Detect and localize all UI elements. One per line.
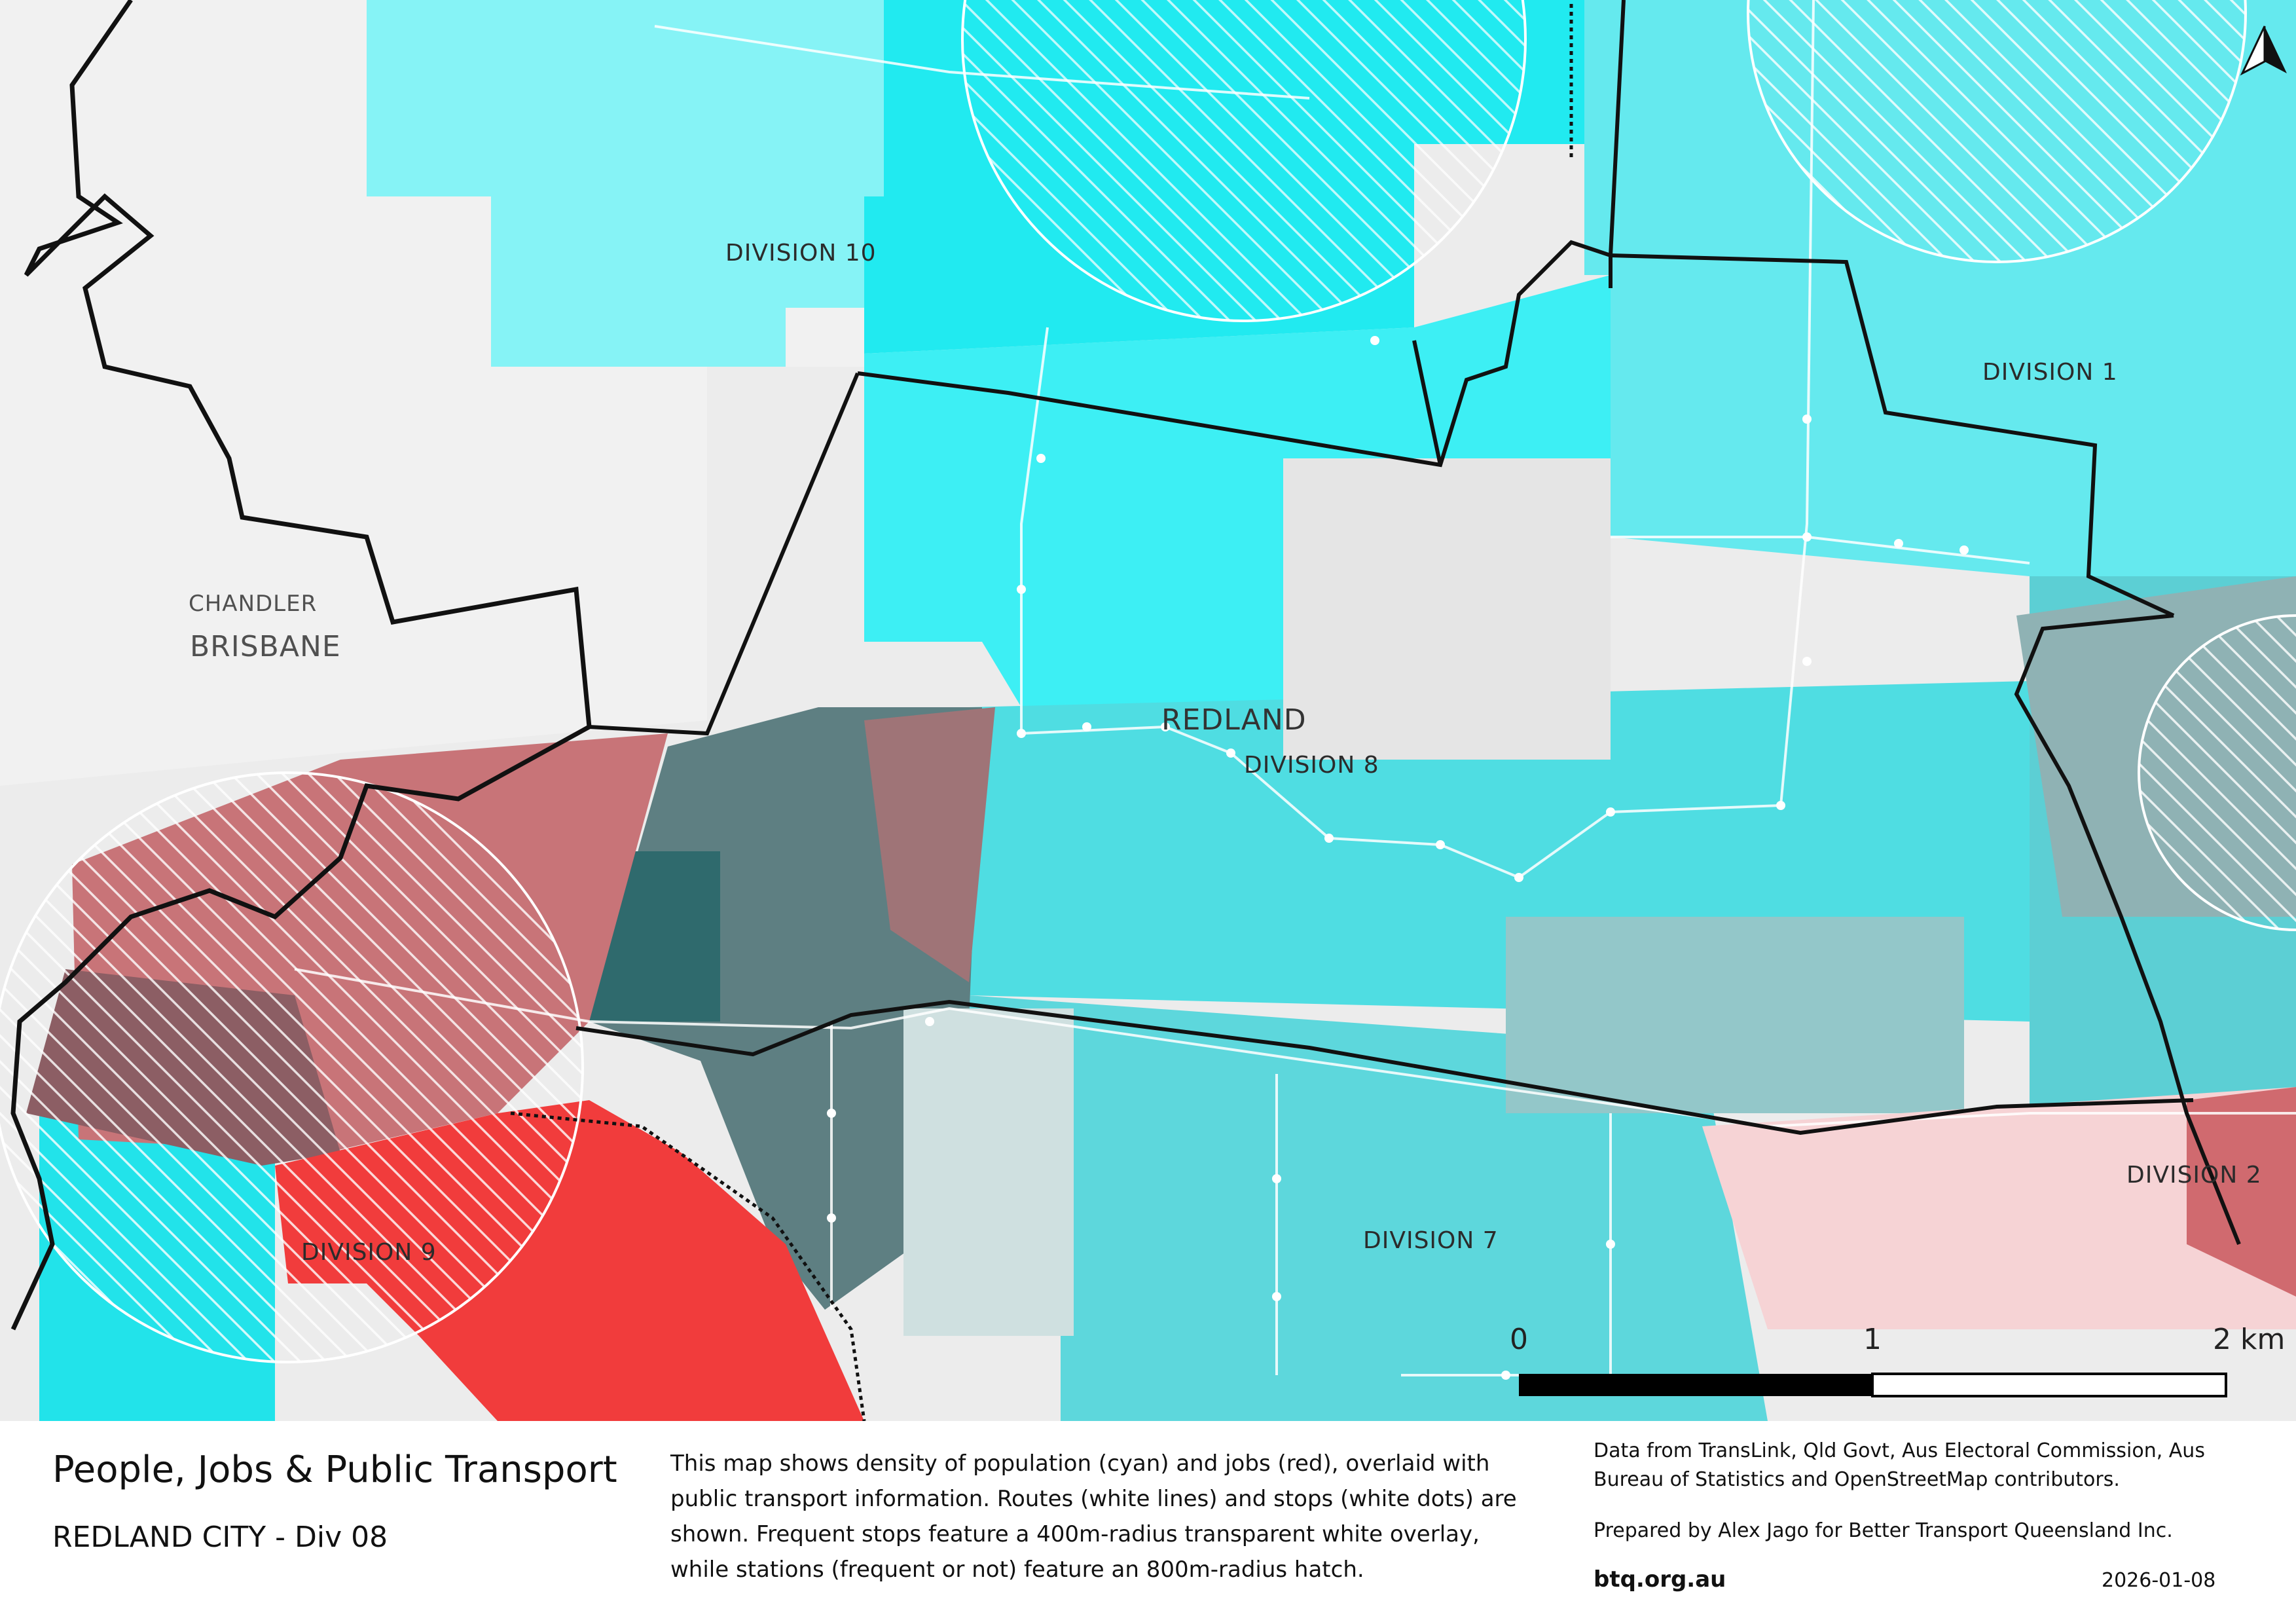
prepared-by: Prepared by Alex Jago for Better Transpo… bbox=[1594, 1519, 2173, 1542]
pop-zone-north-west bbox=[367, 0, 969, 367]
railway-line bbox=[575, 999, 2194, 1135]
division-1-label: DIVISION 1 bbox=[1982, 359, 2118, 386]
redland-label: REDLAND bbox=[1161, 703, 1307, 737]
map-layers bbox=[0, 0, 2296, 1421]
station-hatch-north-central bbox=[961, 0, 1527, 322]
map-description: This map shows density of population (cy… bbox=[670, 1450, 1517, 1583]
station-hatch-north-east bbox=[1747, 0, 2247, 263]
stop-dots bbox=[827, 336, 1969, 1380]
division-7-label: DIVISION 7 bbox=[1363, 1227, 1499, 1254]
station-hatch-west bbox=[0, 771, 584, 1363]
website-link[interactable]: btq.org.au bbox=[1594, 1566, 1726, 1593]
map-canvas[interactable]: DIVISION 10 DIVISION 1 DIVISION 8 DIVISI… bbox=[0, 0, 2296, 1421]
division-boundaries bbox=[589, 0, 2241, 1246]
brisbane-label: BRISBANE bbox=[190, 630, 341, 663]
jobs-zone-div2 bbox=[2187, 1087, 2296, 1297]
data-sources: Data from TransLink, Qld Govt, Aus Elect… bbox=[1594, 1439, 2205, 1491]
jobs-zone-east bbox=[1702, 1087, 2296, 1329]
division-8-label: DIVISION 8 bbox=[1244, 752, 1379, 779]
scale-label-0: 0 bbox=[1510, 1323, 1528, 1356]
council-boundary-dotted-south bbox=[510, 1111, 866, 1421]
scale-label-2km: 2 km bbox=[2213, 1323, 2286, 1356]
north-arrow-icon bbox=[2240, 26, 2287, 76]
river-boundary bbox=[10, 0, 592, 1331]
footer-panel: People, Jobs & Public Transport REDLAND … bbox=[0, 1421, 2296, 1624]
grey-south-zone bbox=[903, 1008, 1074, 1336]
map-subtitle: REDLAND CITY - Div 08 bbox=[52, 1521, 388, 1554]
date-label: 2026-01-08 bbox=[2102, 1569, 2216, 1592]
grey-east-zone bbox=[1506, 917, 1964, 1113]
scale-label-1: 1 bbox=[1863, 1323, 1882, 1356]
station-hatch-east bbox=[2138, 614, 2296, 931]
map-title: People, Jobs & Public Transport bbox=[52, 1449, 617, 1491]
jobs-zone-mauve bbox=[864, 707, 995, 982]
division-10-label: DIVISION 10 bbox=[725, 240, 877, 267]
grey-industrial-zone bbox=[1283, 458, 1611, 760]
division-2-label: DIVISION 2 bbox=[2126, 1162, 2262, 1189]
scale-bar-graphic bbox=[1519, 1373, 2227, 1397]
division-9-label: DIVISION 9 bbox=[301, 1239, 437, 1266]
chandler-label: CHANDLER bbox=[189, 591, 318, 617]
